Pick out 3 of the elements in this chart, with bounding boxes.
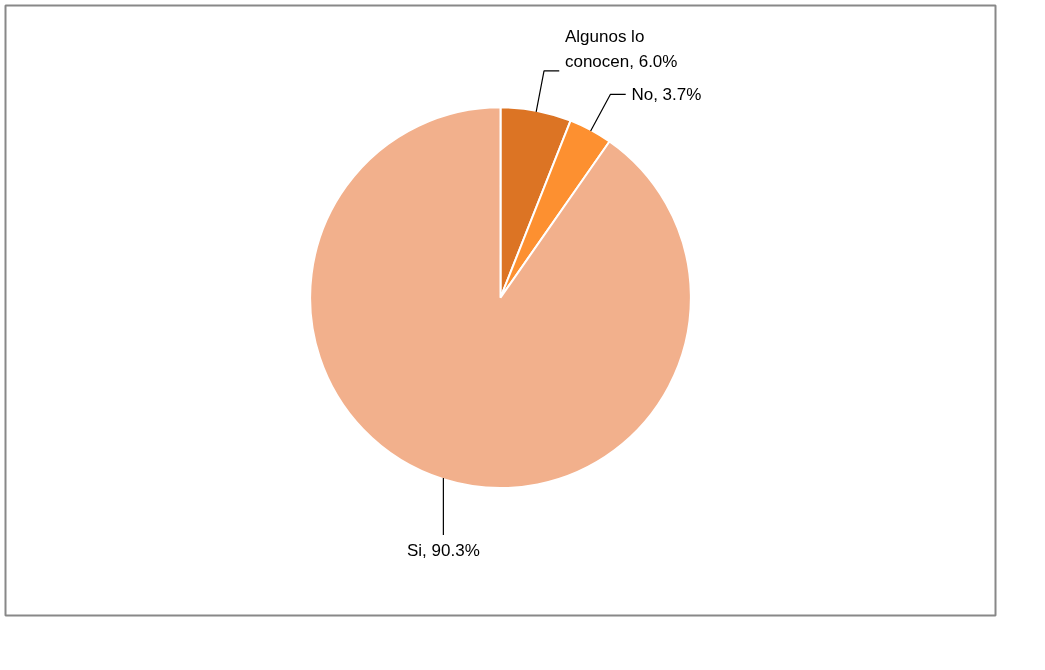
slice-label: No, 3.7% <box>631 84 702 104</box>
slice-label: Si, 90.3% <box>406 540 480 560</box>
slice-label: Algunos lo conocen, 6.0% <box>564 27 678 71</box>
